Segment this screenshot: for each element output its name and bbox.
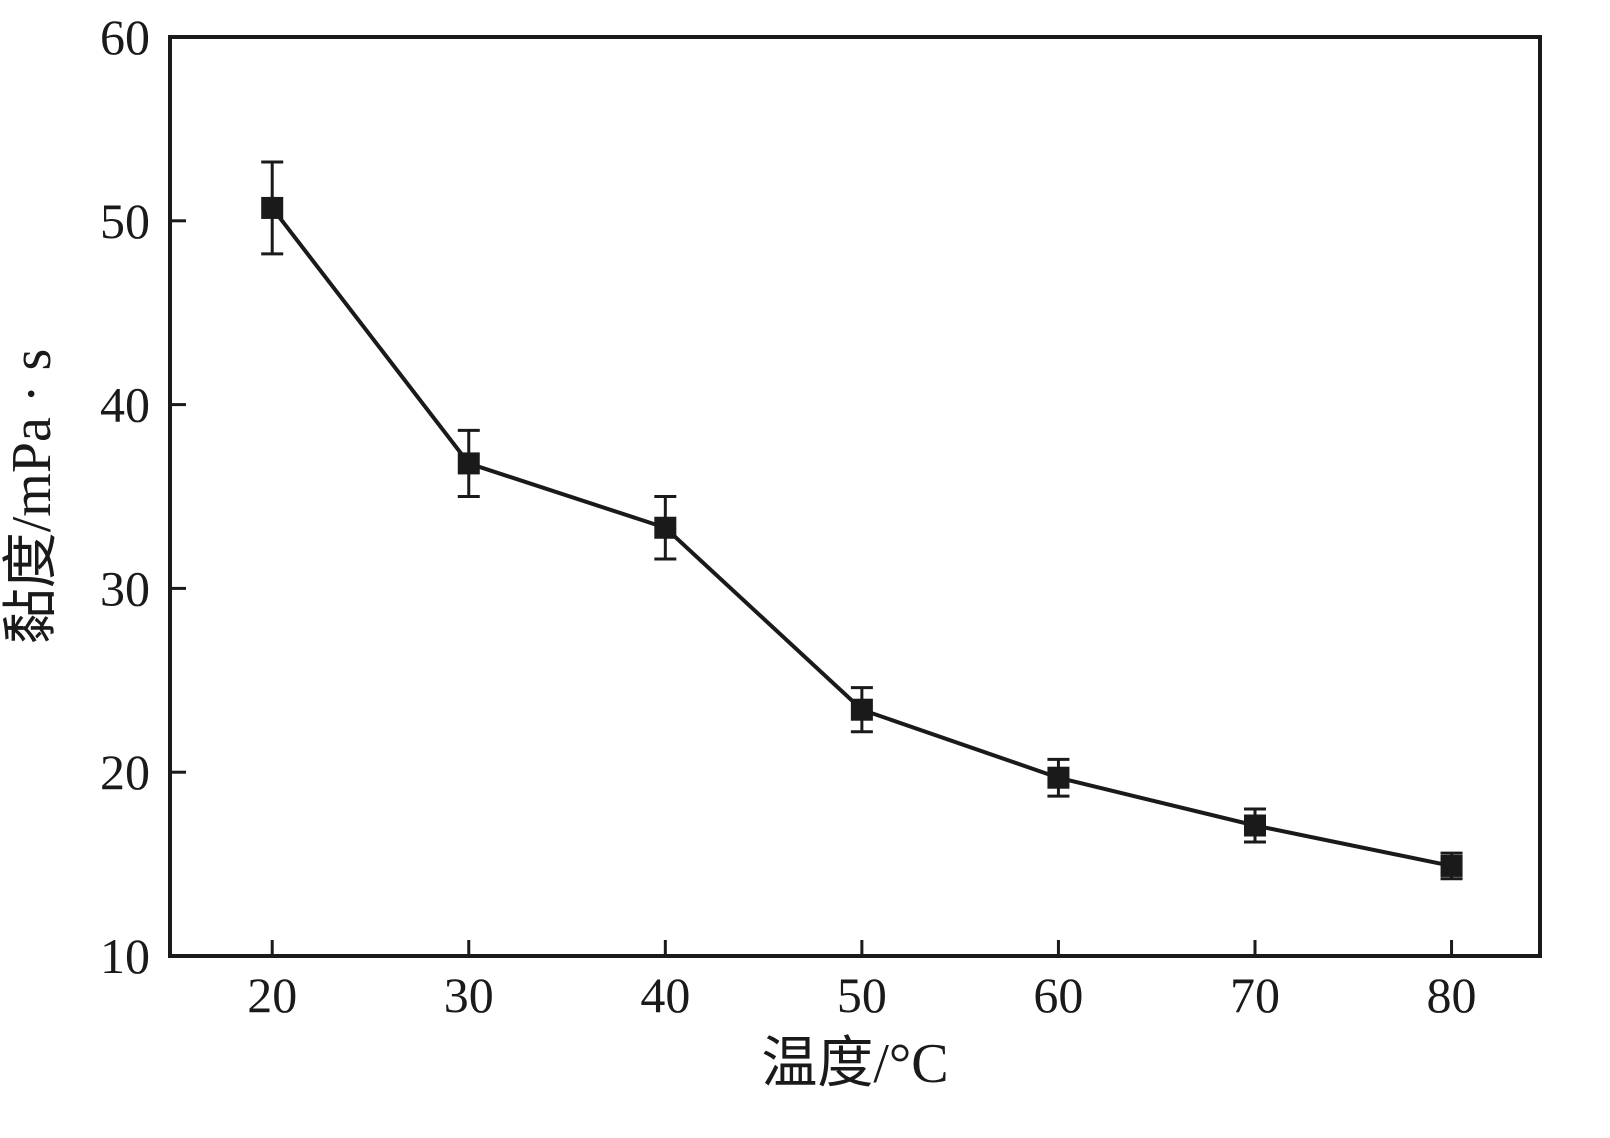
data-line — [270, 206, 1452, 868]
data-point-marker — [261, 196, 284, 219]
data-point-marker — [457, 452, 480, 475]
x-axis-label: 温度/°C — [761, 1033, 948, 1095]
x-tick-label: 80 — [1427, 967, 1477, 1023]
x-tick-label: 70 — [1230, 967, 1280, 1023]
y-tick-label: 20 — [100, 744, 150, 800]
y-tick-label: 10 — [100, 928, 150, 984]
y-axis-label: 黏度/mPa · s — [1, 349, 63, 645]
y-tick-label: 50 — [100, 193, 150, 249]
data-point-marker — [654, 516, 677, 539]
x-tick-label: 20 — [247, 967, 297, 1023]
y-tick-label: 30 — [100, 560, 150, 616]
x-tick-label: 60 — [1033, 967, 1083, 1023]
data-point-marker — [1047, 766, 1070, 789]
x-tick-label: 30 — [444, 967, 494, 1023]
y-tick-label: 60 — [100, 9, 150, 65]
plot-frame — [168, 35, 1542, 958]
y-tick-label: 40 — [100, 377, 150, 433]
data-point-marker — [1440, 854, 1463, 877]
data-point-marker — [1243, 814, 1266, 837]
x-tick-label: 40 — [640, 967, 690, 1023]
data-point-marker — [850, 698, 873, 721]
x-tick-label: 50 — [837, 967, 887, 1023]
